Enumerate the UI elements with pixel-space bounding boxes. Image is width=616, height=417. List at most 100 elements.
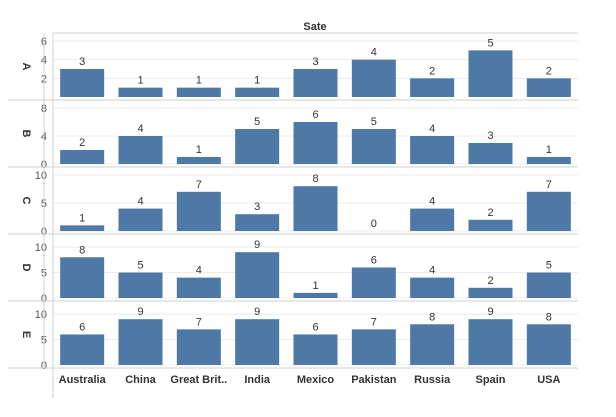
- data-label-d: 2: [487, 275, 493, 287]
- bar-a: [351, 59, 396, 97]
- bar-b: [293, 122, 338, 164]
- bar-c: [293, 186, 338, 231]
- data-label-c: 8: [312, 173, 318, 185]
- bar-c: [468, 219, 513, 231]
- x-tick-label: Spain: [476, 374, 506, 386]
- bar-d: [351, 267, 396, 298]
- data-label-a: 3: [312, 56, 318, 68]
- panel-label-c: C: [20, 197, 32, 205]
- data-label-a: 5: [487, 37, 493, 49]
- bar-a: [526, 78, 571, 97]
- x-tick-label: USA: [537, 374, 560, 386]
- bar-d: [468, 287, 513, 298]
- data-label-d: 1: [312, 280, 318, 292]
- data-label-e: 8: [429, 311, 435, 323]
- data-label-e: 8: [546, 311, 552, 323]
- data-label-c: 7: [546, 179, 552, 191]
- data-label-c: 3: [254, 201, 260, 213]
- bar-b: [468, 143, 513, 164]
- panel-label-b: B: [20, 130, 32, 138]
- bar-e: [293, 334, 338, 365]
- data-label-a: 1: [254, 75, 260, 87]
- bar-b: [235, 129, 280, 164]
- bar-e: [176, 329, 221, 365]
- bar-d: [60, 257, 105, 298]
- bar-c: [176, 191, 221, 231]
- panel-label-a: A: [20, 63, 32, 71]
- bar-e: [235, 319, 280, 365]
- x-tick-label: India: [244, 374, 271, 386]
- panel-label-e: E: [20, 331, 32, 338]
- bar-a: [176, 87, 221, 97]
- data-label-a: 2: [546, 65, 552, 77]
- y-tick-label-d: 10: [35, 242, 47, 254]
- data-label-b: 1: [546, 144, 552, 156]
- x-tick-label: China: [125, 374, 156, 386]
- data-label-a: 3: [79, 56, 85, 68]
- bar-c: [410, 208, 455, 231]
- x-tick-label: Pakistan: [351, 374, 397, 386]
- data-label-d: 4: [429, 265, 435, 277]
- data-label-c: 2: [487, 207, 493, 219]
- bar-e: [118, 319, 163, 365]
- data-label-e: 7: [196, 316, 202, 328]
- data-label-a: 1: [137, 75, 143, 87]
- data-label-d: 5: [137, 260, 143, 272]
- data-label-d: 5: [546, 260, 552, 272]
- x-tick-label: Mexico: [297, 374, 335, 386]
- data-label-e: 7: [371, 316, 377, 328]
- data-label-a: 2: [429, 65, 435, 77]
- data-label-b: 4: [429, 123, 435, 135]
- bar-b: [176, 157, 221, 164]
- data-label-e: 6: [79, 321, 85, 333]
- data-label-c: 4: [429, 196, 435, 208]
- data-label-b: 5: [254, 116, 260, 128]
- data-label-d: 6: [371, 254, 377, 266]
- bar-a: [60, 69, 105, 97]
- bar-a: [235, 87, 280, 97]
- data-label-c: 4: [137, 196, 143, 208]
- bar-e: [60, 334, 105, 365]
- bar-e: [468, 319, 513, 365]
- bar-d: [293, 292, 338, 298]
- y-tick-label-e: 10: [35, 309, 47, 321]
- panel-label-d: D: [20, 264, 32, 272]
- data-label-d: 8: [79, 244, 85, 256]
- bar-a: [410, 78, 455, 97]
- data-label-b: 2: [79, 137, 85, 149]
- bar-d: [526, 272, 571, 298]
- data-label-e: 9: [137, 306, 143, 318]
- data-label-b: 5: [371, 116, 377, 128]
- bar-d: [235, 252, 280, 298]
- data-label-b: 6: [312, 109, 318, 121]
- bar-a: [293, 69, 338, 97]
- data-label-a: 4: [371, 47, 377, 59]
- bar-c: [60, 225, 105, 231]
- x-tick-label: Great Brit..: [170, 374, 227, 386]
- bar-d: [410, 277, 455, 298]
- data-label-c: 0: [371, 218, 377, 230]
- data-label-d: 4: [196, 265, 202, 277]
- bar-a: [118, 87, 163, 97]
- bar-e: [351, 329, 396, 365]
- x-tick-label: Australia: [59, 374, 107, 386]
- data-label-c: 7: [196, 179, 202, 191]
- bar-b: [118, 136, 163, 164]
- y-tick-label-c: 10: [35, 170, 47, 182]
- bar-a: [468, 50, 513, 97]
- data-label-b: 3: [487, 130, 493, 142]
- data-label-a: 1: [196, 75, 202, 87]
- data-label-d: 9: [254, 239, 260, 251]
- chart-title: Sate: [303, 21, 326, 33]
- bar-d: [176, 277, 221, 298]
- bar-b: [351, 129, 396, 164]
- bar-c: [235, 214, 280, 231]
- bar-b: [410, 136, 455, 164]
- data-label-e: 9: [487, 306, 493, 318]
- bar-e: [526, 324, 571, 365]
- bar-d: [118, 272, 163, 298]
- bar-b: [60, 150, 105, 164]
- data-label-c: 1: [79, 212, 85, 224]
